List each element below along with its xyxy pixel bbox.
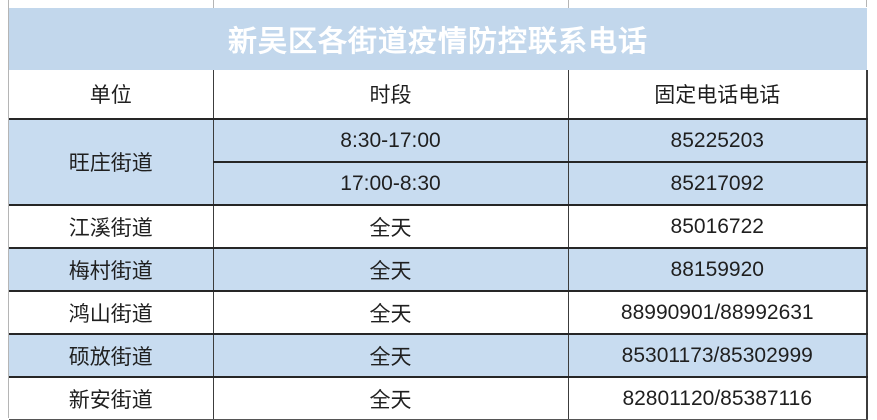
unit-cell: 硕放街道 bbox=[9, 333, 214, 378]
contact-table: 新吴区各街道疫情防控联系电话 单位 时段 固定电话电话 旺庄街道 8:30-17… bbox=[9, 8, 869, 420]
phone-cell: 85301173/85302999 bbox=[567, 333, 869, 378]
unit-cell: 梅村街道 bbox=[9, 247, 214, 292]
period-cell: 全天 bbox=[212, 204, 569, 249]
period-cell: 8:30-17:00 bbox=[212, 118, 569, 163]
gridline-stub bbox=[213, 0, 214, 8]
phone-cell: 85217092 bbox=[567, 161, 869, 206]
gridline-stub bbox=[8, 0, 9, 418]
unit-cell: 江溪街道 bbox=[9, 204, 214, 249]
unit-cell: 鸿山街道 bbox=[9, 290, 214, 335]
period-cell: 全天 bbox=[212, 376, 569, 420]
phone-cell: 85225203 bbox=[567, 118, 869, 163]
phone-cell: 88159920 bbox=[567, 247, 869, 292]
period-cell: 17:00-8:30 bbox=[212, 161, 569, 206]
phone-cell: 82801120/85387116 bbox=[567, 376, 869, 420]
period-cell: 全天 bbox=[212, 290, 569, 335]
phone-cell: 85016722 bbox=[567, 204, 869, 249]
unit-cell: 新安街道 bbox=[9, 376, 214, 420]
table-title: 新吴区各街道疫情防控联系电话 bbox=[9, 8, 868, 70]
col-header-period: 时段 bbox=[212, 70, 569, 120]
table-row: 17:00-8:30 85217092 bbox=[9, 161, 869, 206]
gridline-stub bbox=[568, 0, 569, 8]
table-row: 鸿山街道 全天 88990901/88992631 bbox=[9, 290, 869, 335]
table-header-row: 单位 时段 固定电话电话 bbox=[9, 70, 869, 120]
table-row: 江溪街道 全天 85016722 bbox=[9, 204, 869, 249]
table-row: 旺庄街道 8:30-17:00 85225203 bbox=[9, 118, 869, 206]
table-row: 梅村街道 全天 88159920 bbox=[9, 247, 869, 292]
table-title-row: 新吴区各街道疫情防控联系电话 bbox=[9, 8, 868, 70]
unit-cell: 旺庄街道 bbox=[9, 118, 214, 206]
phone-cell: 88990901/88992631 bbox=[567, 290, 869, 335]
period-cell: 全天 bbox=[212, 247, 569, 292]
gridline-stub bbox=[866, 0, 867, 7]
col-header-phone: 固定电话电话 bbox=[567, 70, 869, 120]
table-row: 硕放街道 全天 85301173/85302999 bbox=[9, 333, 869, 378]
col-header-unit: 单位 bbox=[9, 70, 214, 120]
period-cell: 全天 bbox=[212, 333, 569, 378]
table-row: 新安街道 全天 82801120/85387116 bbox=[9, 376, 869, 420]
